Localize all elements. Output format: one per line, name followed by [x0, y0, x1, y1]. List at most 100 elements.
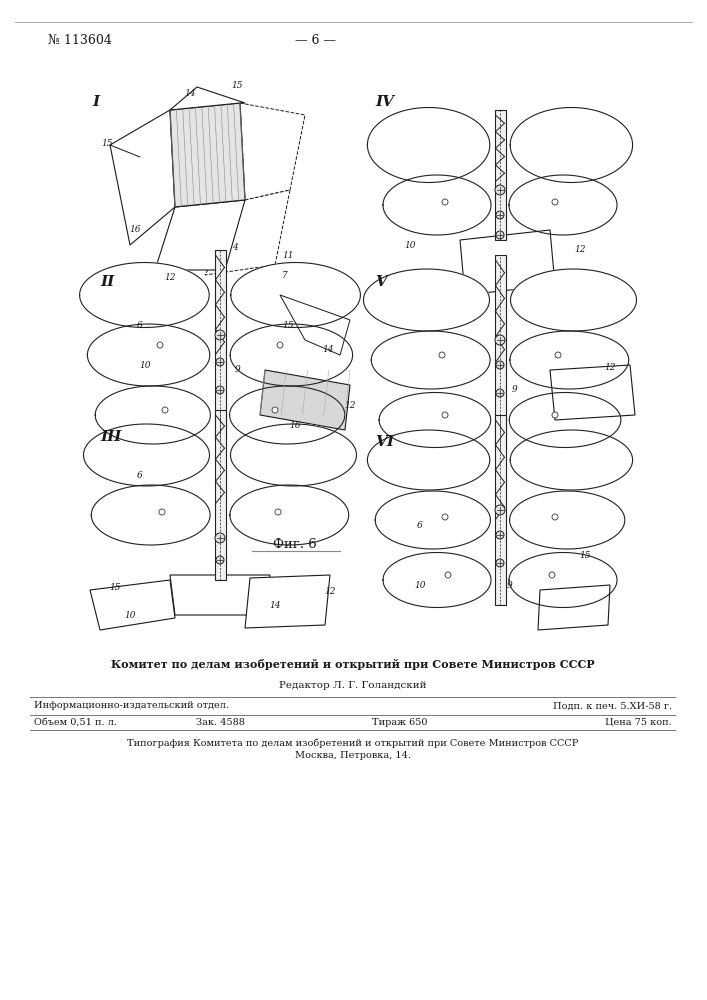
Text: 15: 15	[231, 81, 243, 90]
Polygon shape	[245, 575, 330, 628]
Text: 4: 4	[232, 242, 238, 251]
Polygon shape	[371, 331, 490, 389]
Polygon shape	[368, 108, 490, 182]
Text: VI: VI	[375, 435, 394, 449]
Circle shape	[555, 352, 561, 358]
Polygon shape	[83, 424, 209, 486]
Polygon shape	[170, 575, 270, 615]
Text: IV: IV	[375, 95, 394, 109]
Polygon shape	[379, 393, 491, 447]
Text: 9: 9	[507, 580, 513, 589]
Bar	[494, 110, 506, 240]
Circle shape	[442, 514, 448, 520]
Circle shape	[216, 556, 224, 564]
Text: 7: 7	[282, 270, 288, 279]
Text: Тираж 650: Тираж 650	[373, 718, 428, 727]
Polygon shape	[538, 585, 610, 630]
Circle shape	[215, 533, 225, 543]
Circle shape	[442, 412, 448, 418]
Circle shape	[496, 231, 504, 239]
Circle shape	[272, 407, 278, 413]
Text: 9: 9	[512, 385, 518, 394]
Circle shape	[552, 412, 558, 418]
Bar	[494, 255, 506, 450]
Text: 11: 11	[282, 250, 293, 259]
Polygon shape	[368, 430, 490, 490]
Text: 16: 16	[129, 226, 141, 234]
Text: Цена 75 коп.: Цена 75 коп.	[605, 718, 672, 727]
Circle shape	[445, 572, 451, 578]
Circle shape	[549, 572, 555, 578]
Circle shape	[439, 352, 445, 358]
Text: 9: 9	[235, 365, 241, 374]
Circle shape	[552, 514, 558, 520]
Polygon shape	[509, 175, 617, 235]
Polygon shape	[509, 553, 617, 607]
Polygon shape	[80, 263, 209, 327]
Polygon shape	[155, 200, 245, 270]
Polygon shape	[550, 365, 635, 420]
Text: 6: 6	[137, 320, 143, 330]
Circle shape	[495, 185, 505, 195]
Text: 10: 10	[139, 360, 151, 369]
Bar	[214, 410, 226, 580]
Text: Типография Комитета по делам изобретений и открытий при Совете Министров СССР: Типография Комитета по делам изобретений…	[127, 738, 579, 748]
Text: 15: 15	[110, 584, 121, 592]
Polygon shape	[205, 190, 290, 275]
Polygon shape	[170, 87, 245, 110]
Polygon shape	[230, 386, 345, 444]
Text: III: III	[100, 430, 122, 444]
Circle shape	[277, 342, 283, 348]
Circle shape	[496, 531, 504, 539]
Text: № 113604: № 113604	[48, 33, 112, 46]
Text: 15: 15	[579, 550, 591, 560]
Text: 10: 10	[414, 580, 426, 589]
Text: V: V	[375, 275, 387, 289]
Text: 12: 12	[164, 272, 176, 282]
Polygon shape	[510, 331, 629, 389]
Text: 16: 16	[289, 420, 300, 430]
Text: 6: 6	[137, 471, 143, 480]
Circle shape	[496, 211, 504, 219]
Polygon shape	[363, 269, 489, 331]
Polygon shape	[170, 103, 245, 207]
Text: 14: 14	[185, 89, 196, 98]
Text: Подп. к печ. 5.ХИ-58 г.: Подп. к печ. 5.ХИ-58 г.	[553, 702, 672, 710]
Polygon shape	[91, 485, 210, 545]
Polygon shape	[240, 103, 305, 200]
Polygon shape	[230, 485, 349, 545]
Text: 12: 12	[344, 400, 356, 410]
Polygon shape	[280, 295, 350, 355]
Polygon shape	[230, 263, 361, 327]
Circle shape	[216, 386, 224, 394]
Circle shape	[275, 509, 281, 515]
Circle shape	[496, 559, 504, 567]
Polygon shape	[509, 393, 621, 447]
Text: Зак. 4588: Зак. 4588	[196, 718, 245, 727]
Circle shape	[157, 342, 163, 348]
Polygon shape	[383, 553, 491, 607]
Polygon shape	[510, 491, 625, 549]
Text: Москва, Петровка, 14.: Москва, Петровка, 14.	[295, 752, 411, 760]
Polygon shape	[110, 110, 175, 245]
Text: 12: 12	[325, 587, 336, 596]
Polygon shape	[260, 370, 350, 430]
Circle shape	[495, 335, 505, 345]
Circle shape	[496, 361, 504, 369]
Text: 10: 10	[124, 610, 136, 619]
Text: 12: 12	[604, 362, 616, 371]
Polygon shape	[375, 491, 491, 549]
Polygon shape	[460, 230, 555, 295]
Polygon shape	[95, 386, 211, 444]
Text: 6: 6	[417, 520, 423, 530]
Bar	[214, 250, 226, 440]
Polygon shape	[510, 108, 633, 182]
Polygon shape	[383, 175, 491, 235]
Text: — 6 —: — 6 —	[295, 33, 336, 46]
Circle shape	[215, 330, 225, 340]
Text: II: II	[100, 275, 115, 289]
Text: 12: 12	[574, 245, 586, 254]
Text: 14: 14	[322, 346, 334, 355]
Circle shape	[442, 199, 448, 205]
Polygon shape	[90, 580, 175, 630]
